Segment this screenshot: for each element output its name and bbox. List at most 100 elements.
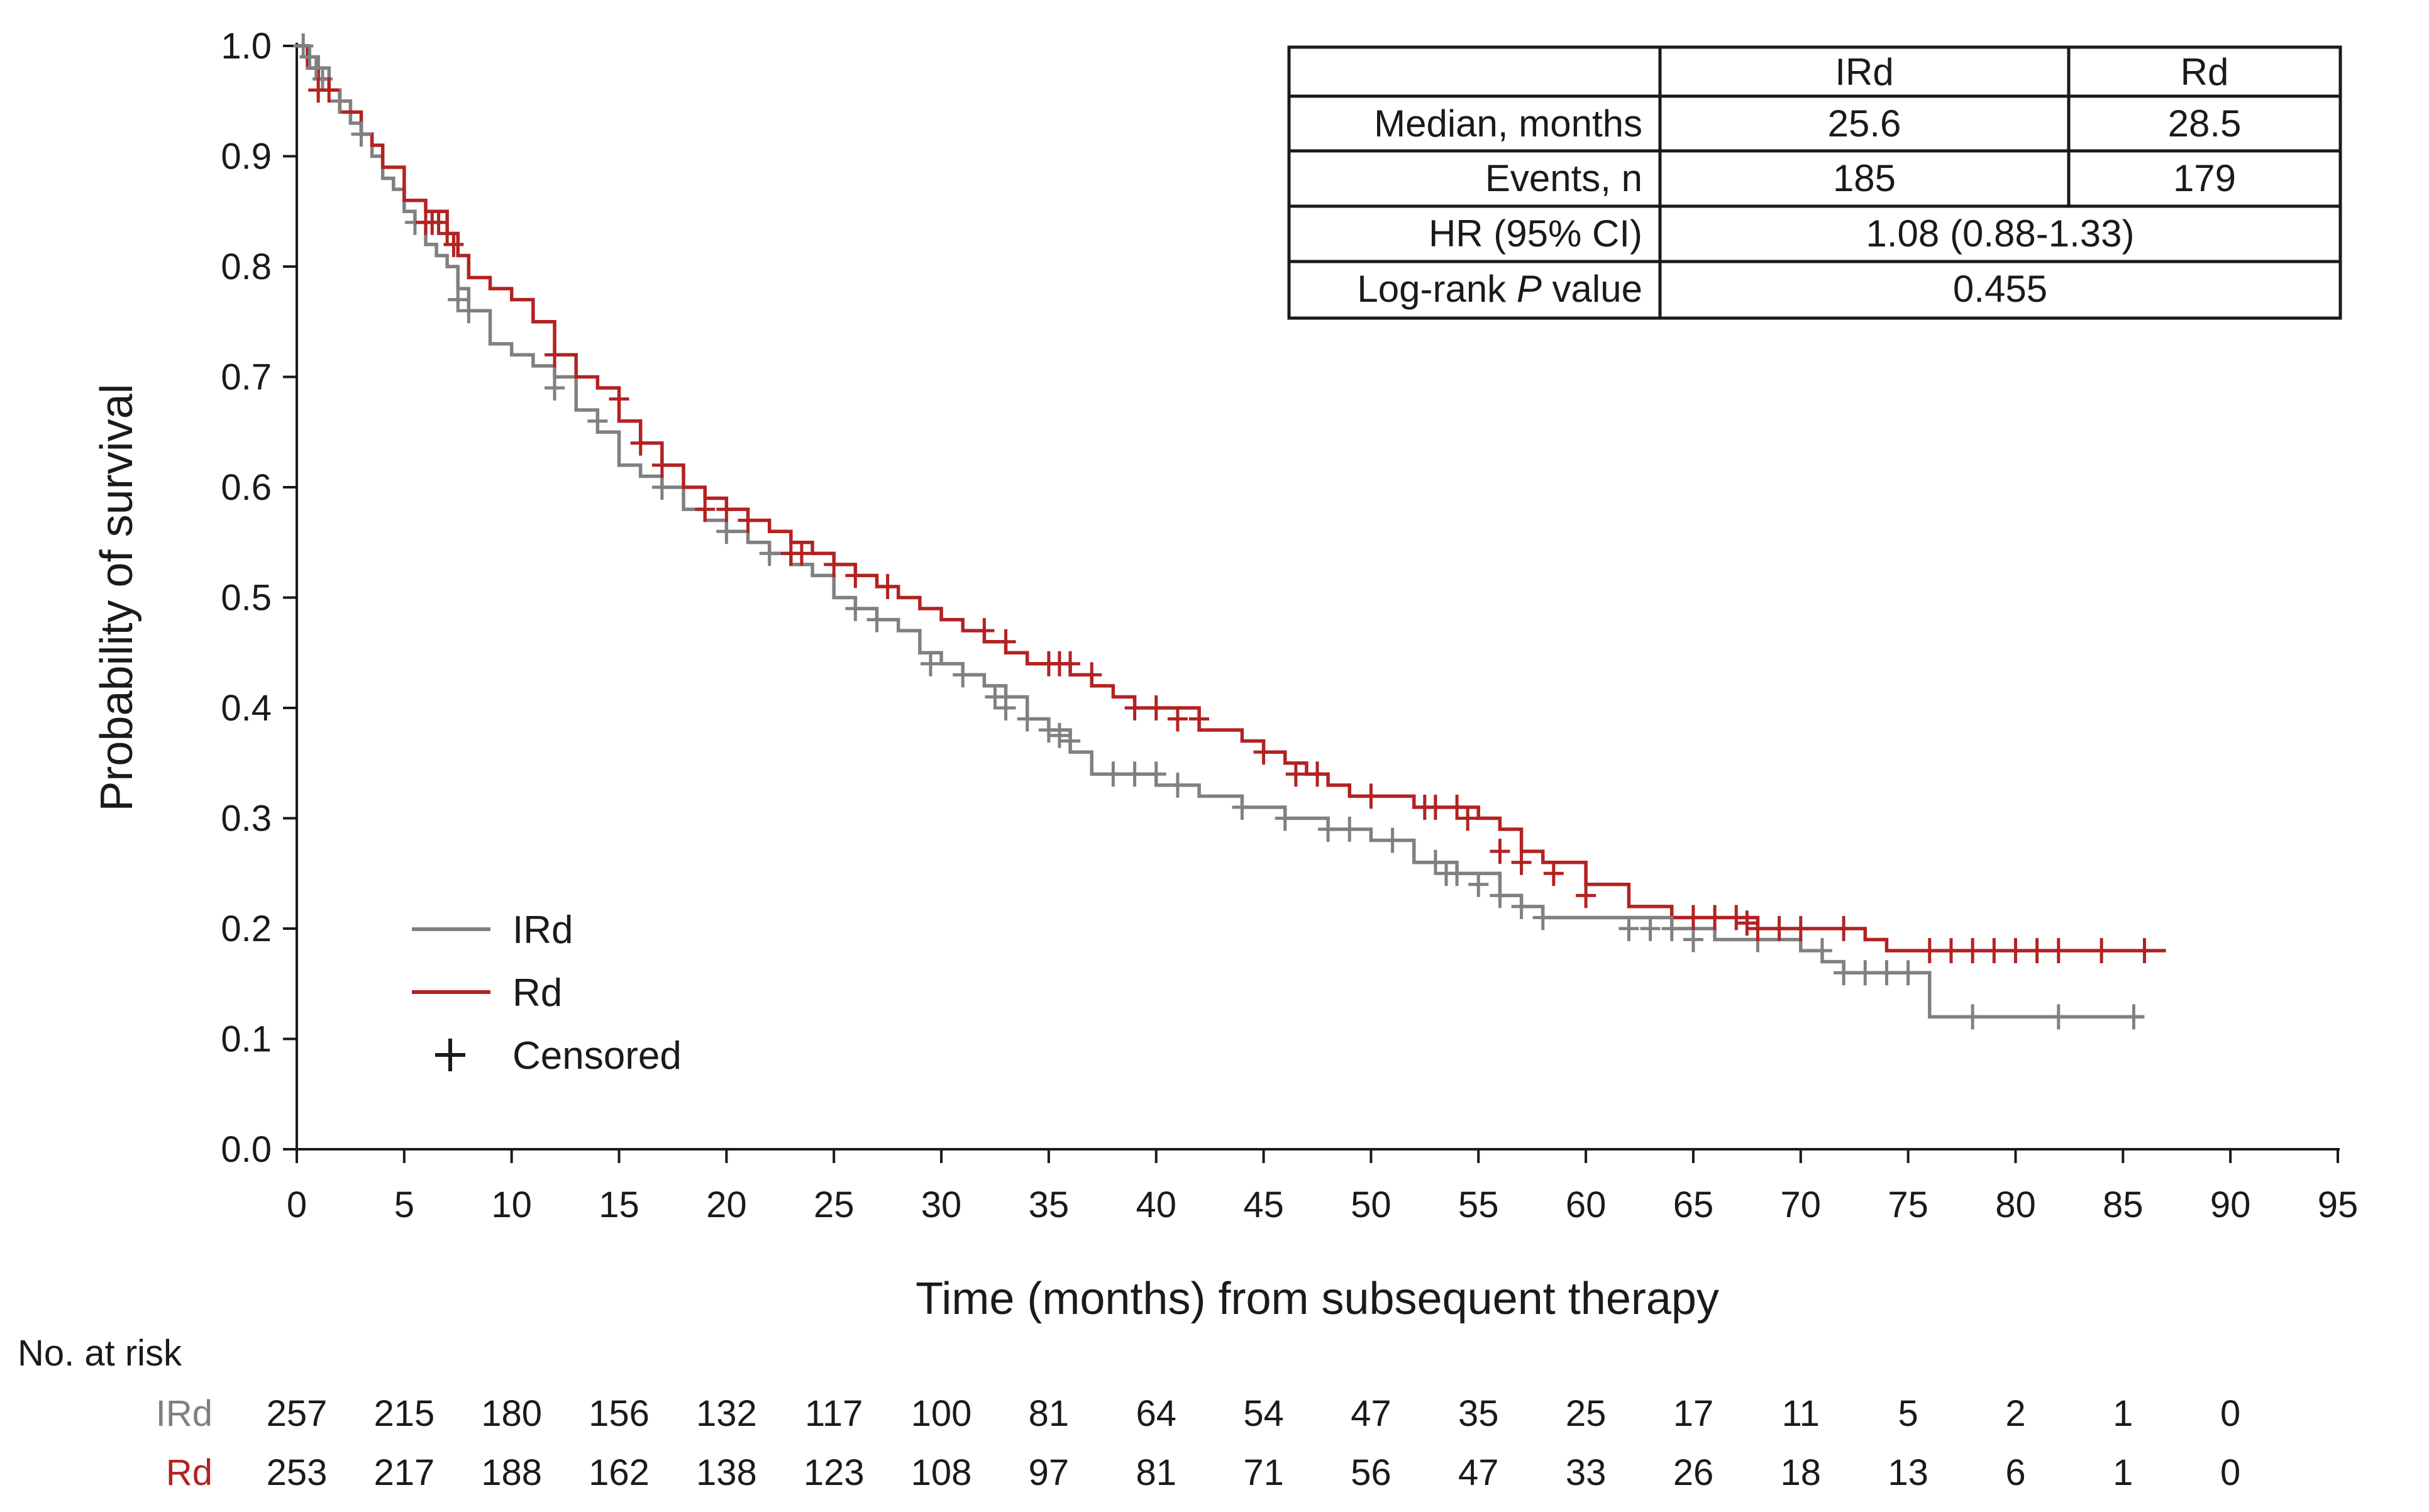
risk-count-ird: 0 xyxy=(2220,1393,2240,1434)
censor-mark-rd xyxy=(1984,938,2005,964)
x-tick-label: 90 xyxy=(2210,1184,2251,1225)
censor-mark-rd xyxy=(1189,706,1210,732)
risk-count-ird: 47 xyxy=(1351,1393,1392,1434)
censor-mark-rd xyxy=(1124,695,1145,720)
risk-count-ird: 100 xyxy=(911,1393,972,1434)
censor-mark-ird xyxy=(1425,849,1446,875)
risk-count-rd: 188 xyxy=(481,1452,542,1493)
risk-count-ird: 1 xyxy=(2113,1393,2133,1434)
x-tick-label: 50 xyxy=(1351,1184,1392,1225)
stats-row-label: Log-rank P value xyxy=(1357,268,1642,310)
risk-count-rd: 108 xyxy=(911,1452,972,1493)
risk-count-ird: 64 xyxy=(1136,1393,1176,1434)
censor-mark-rd xyxy=(1082,662,1102,688)
risk-count-rd: 97 xyxy=(1029,1452,1070,1493)
x-tick-label: 5 xyxy=(394,1184,414,1225)
censor-mark-rd xyxy=(1962,938,1983,964)
censor-mark-rd xyxy=(824,551,844,577)
censor-mark-rd xyxy=(695,497,716,522)
risk-count-rd: 81 xyxy=(1136,1452,1176,1493)
risk-count-rd: 13 xyxy=(1888,1452,1928,1493)
risk-count-ird: 215 xyxy=(373,1393,434,1434)
x-tick-label: 75 xyxy=(1888,1184,1928,1225)
stats-row-ird-value: 25.6 xyxy=(1828,102,1901,145)
risk-count-ird: 257 xyxy=(267,1393,328,1434)
legend-label-rd: Rd xyxy=(512,971,562,1015)
censor-mark-ird xyxy=(329,88,350,114)
censor-mark-rd xyxy=(1490,839,1510,864)
censor-mark-rd xyxy=(974,618,995,644)
risk-count-rd: 47 xyxy=(1458,1452,1499,1493)
censor-mark-rd xyxy=(1683,905,1703,930)
censor-mark-rd xyxy=(1167,706,1188,732)
risk-count-rd: 162 xyxy=(589,1452,650,1493)
x-tick-label: 85 xyxy=(2103,1184,2144,1225)
censor-mark-ird xyxy=(1532,905,1553,930)
censor-mark-rd xyxy=(738,507,758,533)
censor-mark-rd xyxy=(1543,861,1564,886)
risk-count-rd: 138 xyxy=(696,1452,757,1493)
stats-table-border xyxy=(1287,45,2342,320)
risk-count-ird: 81 xyxy=(1029,1393,1070,1434)
censor-mark-rd xyxy=(545,342,565,368)
censor-mark-rd xyxy=(428,209,449,235)
y-tick-label: 0.5 xyxy=(221,578,272,619)
x-tick-label: 10 xyxy=(491,1184,532,1225)
stats-row-merged-value: 1.08 (0.88-1.33) xyxy=(1866,212,2135,255)
censor-mark-rd xyxy=(1769,916,1790,941)
y-tick-label: 0.4 xyxy=(221,688,272,729)
legend-label-censored: Censored xyxy=(512,1034,682,1078)
risk-count-rd: 1 xyxy=(2113,1452,2133,1493)
censor-mark-rd xyxy=(1576,883,1596,908)
y-tick-label: 0.0 xyxy=(221,1129,272,1170)
y-tick-label: 0.6 xyxy=(221,467,272,508)
risk-count-ird: 117 xyxy=(805,1393,863,1434)
x-tick-label: 70 xyxy=(1781,1184,1822,1225)
censor-mark-rd xyxy=(1919,938,1940,964)
x-tick-label: 60 xyxy=(1566,1184,1607,1225)
censor-mark-rd xyxy=(1726,905,1747,930)
censor-mark-ird xyxy=(1962,1004,1983,1030)
censor-mark-rd xyxy=(2005,938,2026,964)
censor-mark-ird xyxy=(1447,861,1468,886)
censor-mark-rd xyxy=(1425,794,1446,820)
censor-mark-ird xyxy=(1049,722,1070,748)
censor-mark-rd xyxy=(1285,761,1306,787)
stats-row-rd-value: 28.5 xyxy=(2168,102,2242,145)
censor-mark-ird xyxy=(920,651,941,676)
risk-row-name-rd: Rd xyxy=(166,1452,213,1493)
censor-mark-ird xyxy=(1683,927,1703,952)
stats-row-label-italic: P xyxy=(1517,268,1542,310)
x-tick-label: 35 xyxy=(1029,1184,1070,1225)
censor-mark-rd xyxy=(1790,916,1811,941)
censor-mark-ird xyxy=(995,695,1016,720)
censor-mark-ird xyxy=(587,408,608,434)
y-tick-label: 0.9 xyxy=(221,136,272,177)
stats-row-label: Median, months xyxy=(1374,102,1642,145)
censor-mark-rd xyxy=(1737,910,1757,936)
censor-marks-layer xyxy=(293,33,2155,1030)
censor-mark-ird xyxy=(1511,893,1532,919)
stats-row-label: Events, n xyxy=(1485,157,1642,199)
risk-count-rd: 18 xyxy=(1781,1452,1822,1493)
stats-row-rd-value: 179 xyxy=(2173,157,2236,199)
censor-mark-ird xyxy=(1855,960,1876,986)
censor-mark-ird xyxy=(1382,827,1403,853)
x-tick-label: 20 xyxy=(706,1184,747,1225)
risk-count-ird: 180 xyxy=(481,1393,542,1434)
censor-mark-ird xyxy=(1812,938,1832,964)
censor-mark-rd xyxy=(2091,938,2112,964)
x-tick-label: 15 xyxy=(599,1184,639,1225)
y-tick-label: 1.0 xyxy=(221,26,272,67)
x-tick-label: 0 xyxy=(287,1184,307,1225)
stats-row-label: HR (95% CI) xyxy=(1429,212,1642,255)
risk-count-rd: 0 xyxy=(2220,1452,2240,1493)
x-tick-label: 45 xyxy=(1243,1184,1284,1225)
risk-count-rd: 123 xyxy=(804,1452,865,1493)
legend: IRd Rd Censored xyxy=(412,908,682,1078)
censor-mark-ird xyxy=(985,684,1005,710)
censor-mark-ird xyxy=(759,541,780,566)
y-tick-label: 0.8 xyxy=(221,246,272,287)
legend-swatch-censored xyxy=(435,1039,465,1071)
